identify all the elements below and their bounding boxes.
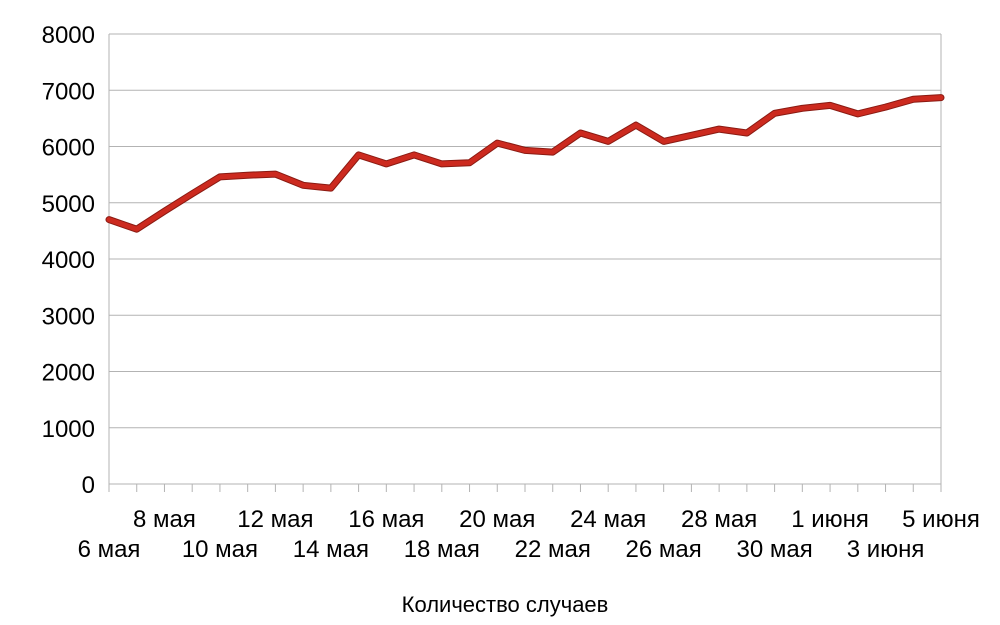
data-point-0-16 <box>551 150 555 154</box>
data-point-0-2 <box>162 209 166 213</box>
x-tick-label-10: 16 мая <box>348 506 424 533</box>
data-point-0-28 <box>884 105 888 109</box>
x-tick-label-8: 14 мая <box>293 536 369 563</box>
x-axis-tick-labels: 6 мая 8 мая 10 мая 12 мая 14 мая 16 мая 18 мая… <box>78 484 980 563</box>
data-point-0-15 <box>523 148 527 152</box>
y-tick-label-4000: 4000 <box>42 247 95 274</box>
data-point-0-21 <box>689 133 693 137</box>
y-tick-label-8000: 8000 <box>42 22 95 49</box>
data-point-0-29 <box>911 97 915 101</box>
data-point-0-10 <box>384 162 388 166</box>
x-tick-label-30: 5 июня <box>902 506 980 533</box>
series-line-shadow-0 <box>105 94 945 233</box>
data-point-0-9 <box>357 153 361 157</box>
series-line-0 <box>106 95 944 232</box>
data-point-0-25 <box>800 106 804 110</box>
data-point-0-11 <box>412 153 416 157</box>
series-layer <box>105 94 945 233</box>
y-tick-label-3000: 3000 <box>42 303 95 330</box>
y-tick-label-0: 0 <box>82 472 95 499</box>
data-point-0-26 <box>828 103 832 107</box>
y-axis-tick-labels: 0 1000 2000 3000 4000 5000 6000 7000 8000 <box>42 22 95 499</box>
y-tick-label-7000: 7000 <box>42 78 95 105</box>
legend: Количество случаев <box>402 592 609 617</box>
x-tick-label-20: 26 мая <box>626 536 702 563</box>
y-tick-label-6000: 6000 <box>42 135 95 162</box>
data-point-0-17 <box>578 131 582 135</box>
x-tick-label-6: 12 мая <box>237 506 313 533</box>
data-point-0-14 <box>495 141 499 145</box>
data-point-0-19 <box>634 123 638 127</box>
data-point-0-23 <box>745 131 749 135</box>
axes <box>108 34 942 484</box>
data-point-0-4 <box>218 175 222 179</box>
legend-series-label: Количество случаев <box>402 592 609 617</box>
data-point-0-27 <box>856 112 860 116</box>
y-tick-label-5000: 5000 <box>42 191 95 218</box>
x-tick-label-0: 6 мая <box>78 536 141 563</box>
data-point-0-22 <box>717 127 721 131</box>
x-tick-label-26: 1 июня <box>791 506 869 533</box>
data-point-0-18 <box>606 139 610 143</box>
x-tick-label-28: 3 июня <box>847 536 925 563</box>
data-point-0-30 <box>939 96 943 100</box>
data-point-0-12 <box>440 162 444 166</box>
x-tick-label-18: 24 мая <box>570 506 646 533</box>
data-point-0-20 <box>662 139 666 143</box>
x-tick-label-4: 10 мая <box>182 536 258 563</box>
gridlines <box>109 33 941 485</box>
data-point-0-3 <box>190 192 194 196</box>
x-tick-label-14: 20 мая <box>459 506 535 533</box>
x-tick-label-24: 30 мая <box>736 536 812 563</box>
y-tick-label-2000: 2000 <box>42 360 95 387</box>
data-point-0-5 <box>246 173 250 177</box>
data-point-0-6 <box>273 172 277 176</box>
x-tick-label-16: 22 мая <box>515 536 591 563</box>
data-point-0-0 <box>107 218 111 222</box>
x-tick-label-2: 8 мая <box>133 506 196 533</box>
data-point-0-1 <box>135 227 139 231</box>
data-point-0-7 <box>301 183 305 187</box>
x-tick-label-22: 28 мая <box>681 506 757 533</box>
x-tick-label-12: 18 мая <box>404 536 480 563</box>
y-tick-label-1000: 1000 <box>42 416 95 443</box>
data-point-0-8 <box>329 186 333 190</box>
data-point-0-13 <box>468 161 472 165</box>
data-point-0-24 <box>773 111 777 115</box>
